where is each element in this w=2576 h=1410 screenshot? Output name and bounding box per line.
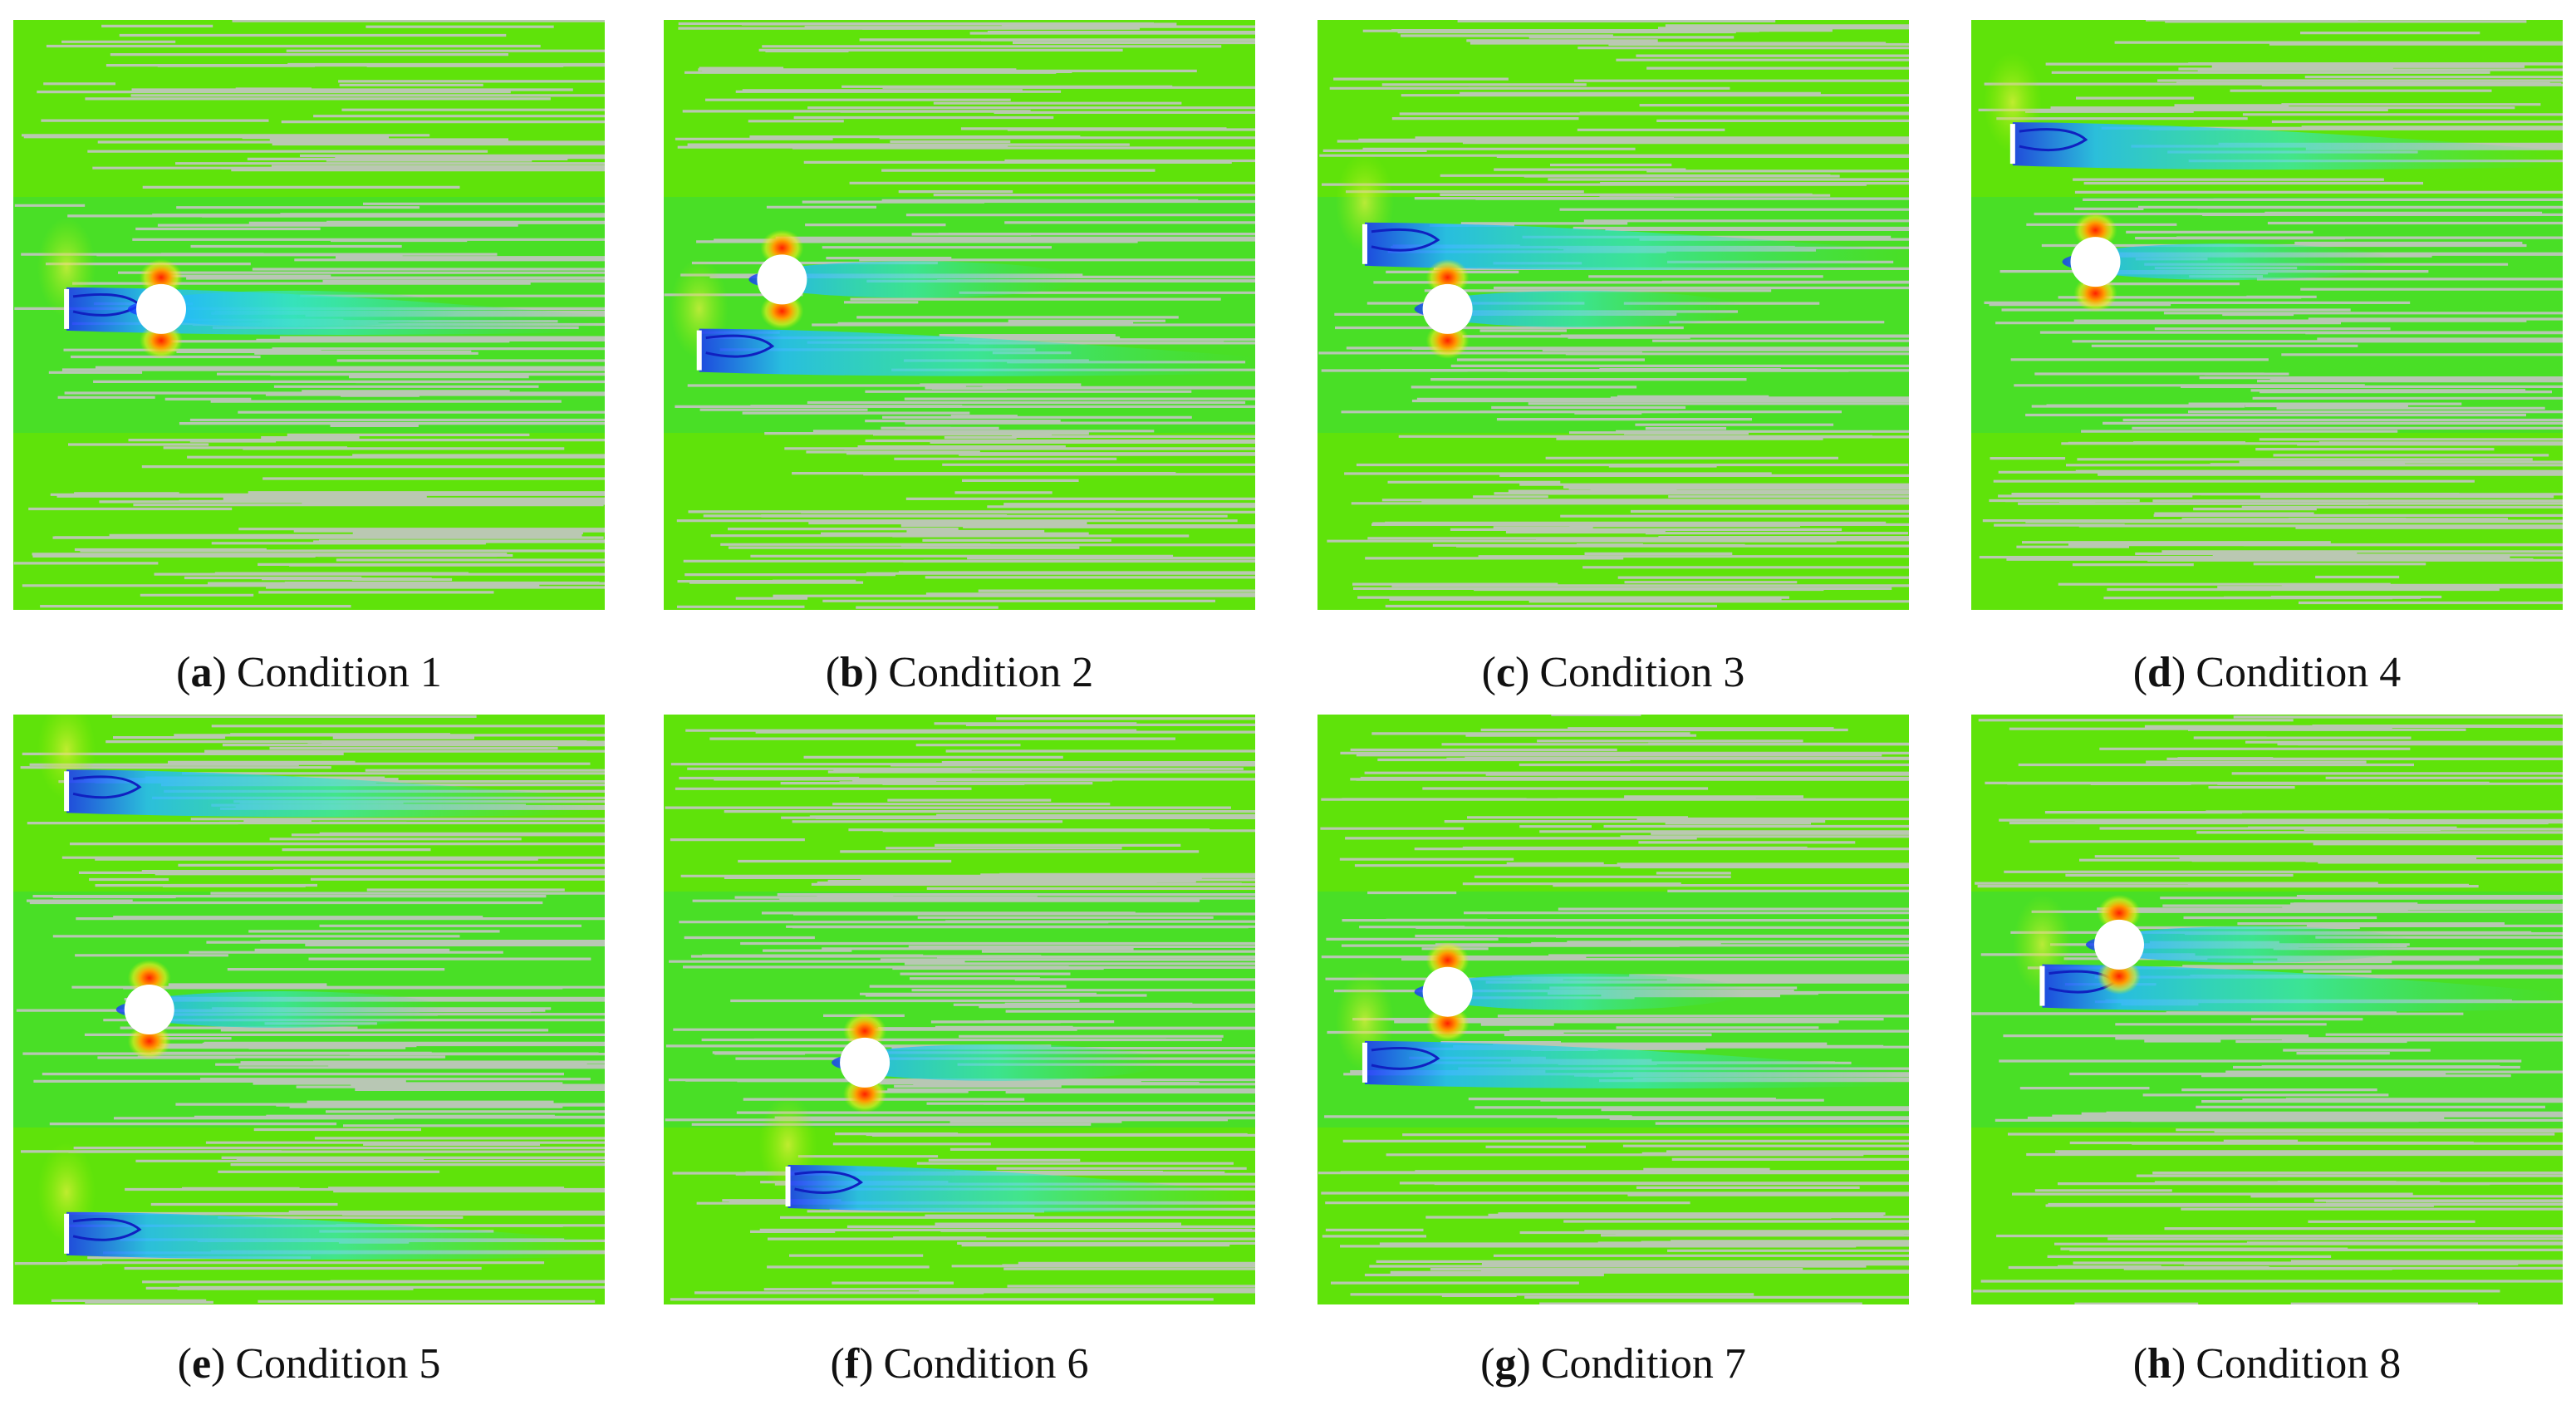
caption-text: Condition 5 <box>235 1340 441 1388</box>
plate <box>64 1213 70 1254</box>
plate <box>64 771 70 812</box>
streamline-plot <box>664 715 1255 1304</box>
flow-field-tint <box>664 197 1255 433</box>
caption: dCondition 4 <box>1971 648 2563 697</box>
cylinder-wake <box>1414 973 1747 1010</box>
cylinder <box>757 254 807 305</box>
streamlines <box>664 22 1255 609</box>
streamline-plot <box>1317 20 1909 610</box>
streamline-plot <box>1971 715 2563 1304</box>
cylinder-wake <box>128 290 460 327</box>
flow-field-tint <box>664 892 1255 1128</box>
cylinder-wake <box>832 1044 1165 1081</box>
caption-letter: h <box>2133 1340 2186 1388</box>
plate-wake <box>699 328 1255 376</box>
cylinder <box>1422 966 1473 1017</box>
caption: hCondition 8 <box>1971 1339 2563 1388</box>
streamlines <box>1971 715 2563 1304</box>
caption: cCondition 3 <box>1317 648 1909 697</box>
cylinder <box>2094 919 2144 970</box>
plate <box>1362 1042 1367 1083</box>
cylinder-wake <box>115 991 449 1028</box>
caption-letter: f <box>830 1340 873 1388</box>
cylinder <box>1422 283 1473 334</box>
streamline-plot <box>1971 20 2563 610</box>
plate-wake <box>788 1165 1255 1213</box>
caption-text: Condition 8 <box>2196 1340 2402 1388</box>
caption: bCondition 2 <box>664 648 1255 697</box>
plate-wake <box>1364 222 1909 270</box>
caption-letter: c <box>1482 649 1530 696</box>
plate <box>64 288 70 329</box>
caption: fCondition 6 <box>664 1339 1255 1388</box>
streamline-plot <box>1317 715 1909 1304</box>
plate-vortex <box>1371 228 1440 252</box>
caption-letter: g <box>1480 1340 1531 1388</box>
streamline-plot <box>664 20 1255 610</box>
plate <box>785 1167 791 1206</box>
caption-text: Condition 2 <box>888 649 1094 696</box>
cylinder <box>2070 237 2121 287</box>
plate <box>2009 124 2015 165</box>
plate <box>2039 965 2045 1006</box>
caption-text: Condition 3 <box>1539 649 1745 696</box>
cylinder-wake <box>2062 243 2395 281</box>
plate-vortex <box>1371 1046 1440 1070</box>
streamline-plot <box>13 20 605 610</box>
plate-vortex <box>72 775 142 799</box>
plate-wake <box>2012 122 2563 170</box>
plate-wake <box>66 769 605 818</box>
caption-text: Condition 7 <box>1540 1340 1746 1388</box>
caption: eCondition 5 <box>13 1339 605 1388</box>
caption-text: Condition 4 <box>2196 649 2402 696</box>
plate <box>1362 224 1367 264</box>
caption: gCondition 7 <box>1317 1339 1909 1388</box>
cylinder <box>840 1037 891 1088</box>
plate-vortex <box>794 1171 863 1194</box>
plate-vortex <box>705 334 775 358</box>
cylinder <box>136 283 186 334</box>
plate-wake <box>2042 964 2563 1012</box>
plate-wake <box>1364 1040 1909 1088</box>
cylinder-wake <box>1414 290 1747 327</box>
plate <box>696 330 702 371</box>
cylinder <box>124 985 174 1034</box>
plate-vortex <box>72 1217 142 1241</box>
caption-letter: a <box>176 649 227 696</box>
caption: aCondition 1 <box>13 648 605 697</box>
cylinder-wake <box>2086 926 2418 963</box>
plate-wake <box>66 1211 605 1260</box>
plate-vortex <box>2019 128 2088 152</box>
caption-letter: b <box>826 649 879 696</box>
caption-letter: d <box>2133 649 2186 696</box>
caption-text: Condition 6 <box>883 1340 1089 1388</box>
cylinder-wake <box>748 261 1082 298</box>
streamline-plot <box>13 715 605 1304</box>
caption-letter: e <box>178 1340 226 1388</box>
caption-text: Condition 1 <box>236 649 442 696</box>
